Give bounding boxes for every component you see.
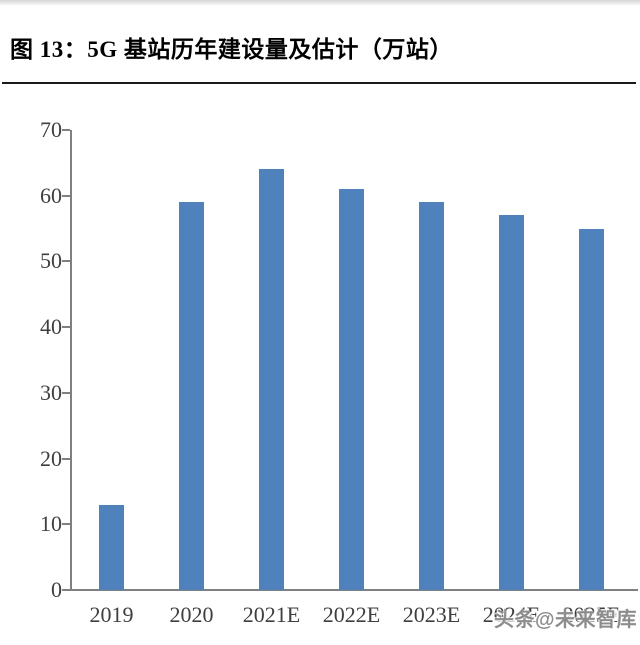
y-axis-line <box>70 130 72 591</box>
bar-2022E <box>339 189 364 590</box>
y-tick-label-50: 50 <box>40 248 62 274</box>
y-tick-label-20: 20 <box>40 445 62 471</box>
bar-2025E <box>579 228 604 590</box>
bar-2020 <box>179 202 204 590</box>
x-tick-label-2021E: 2021E <box>242 602 301 627</box>
y-tick-mark-60 <box>62 194 70 197</box>
figure-title: 图 13：5G 基站历年建设量及估计（万站） <box>10 37 453 62</box>
x-tick-label-2022E: 2022E <box>322 602 381 627</box>
y-tick-label-40: 40 <box>40 314 62 340</box>
bar-2021E <box>259 169 284 590</box>
y-tick-mark-20 <box>62 457 70 460</box>
y-tick-label-60: 60 <box>40 182 62 208</box>
x-tick-label-2024E: 2024E <box>482 602 541 627</box>
y-tick-mark-40 <box>62 326 70 329</box>
x-tick-label-2020: 2020 <box>169 602 214 627</box>
bar-2019 <box>99 504 124 590</box>
y-tick-mark-50 <box>62 260 70 263</box>
y-tick-mark-70 <box>62 129 70 131</box>
bar-2024E <box>499 215 524 590</box>
page-top-shadow <box>0 0 640 6</box>
y-tick-label-0: 0 <box>51 577 62 602</box>
y-tick-label-30: 30 <box>40 379 62 405</box>
x-tick-label-2025E: 2025E <box>562 602 621 627</box>
y-tick-mark-30 <box>62 391 70 394</box>
watermark: 头条@未来智库 <box>493 609 637 631</box>
y-tick-mark-0 <box>62 589 70 591</box>
x-tick-label-2023E: 2023E <box>402 602 461 627</box>
y-tick-mark-10 <box>62 523 70 526</box>
x-axis-line <box>70 589 638 591</box>
y-tick-label-70: 70 <box>40 117 62 142</box>
x-tick-label-2019: 2019 <box>89 602 134 627</box>
y-tick-label-10: 10 <box>40 511 62 537</box>
title-divider <box>2 82 636 84</box>
bar-2023E <box>419 202 444 590</box>
